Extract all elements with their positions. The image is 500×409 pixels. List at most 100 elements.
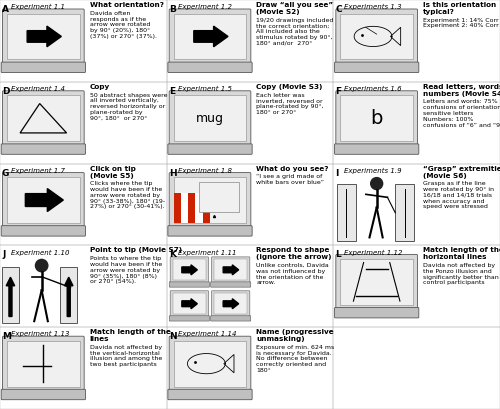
Text: N: N (168, 332, 176, 341)
Bar (174, 341, 246, 387)
FancyArrow shape (182, 299, 198, 309)
FancyBboxPatch shape (1, 226, 86, 236)
Bar (174, 13, 246, 59)
Bar (340, 259, 413, 305)
FancyArrow shape (223, 299, 238, 309)
Bar (199, 182, 239, 211)
FancyBboxPatch shape (1, 62, 86, 72)
Bar (196, 193, 202, 223)
FancyBboxPatch shape (336, 9, 417, 64)
Text: A: A (2, 5, 9, 14)
Text: Click on tip
(Movie S5): Click on tip (Movie S5) (90, 166, 136, 179)
Text: Is this orientation
typical?: Is this orientation typical? (423, 2, 496, 15)
Bar (166, 82, 334, 164)
Text: Match length of the
horizontal lines: Match length of the horizontal lines (423, 247, 500, 261)
Bar (337, 184, 355, 241)
Text: Experiments 1.9: Experiments 1.9 (344, 168, 402, 174)
Text: Match length of the
lines: Match length of the lines (90, 329, 170, 342)
Text: Davida not affected by
the vertical-horizontal
illusion and among the
two best p: Davida not affected by the vertical-hori… (90, 345, 162, 367)
Bar (7, 13, 80, 59)
Bar (0, 82, 166, 164)
Text: Experiment 1.14: Experiment 1.14 (178, 331, 236, 337)
FancyBboxPatch shape (2, 91, 84, 146)
FancyBboxPatch shape (334, 308, 419, 318)
Bar (0, 327, 166, 409)
Text: H: H (168, 169, 176, 178)
FancyBboxPatch shape (212, 257, 250, 283)
Text: 50 abstract shapes were
all inverted vertically,
reversed horizontally or
plane-: 50 abstract shapes were all inverted ver… (90, 92, 167, 121)
Bar (0, 245, 166, 327)
Text: Exposure of min. 624 ms
is necessary for Davida.
No difference between
correctly: Exposure of min. 624 ms is necessary for… (256, 345, 334, 373)
FancyBboxPatch shape (336, 91, 417, 146)
Text: Each letter was
inverted, reversed or
plane-rotated by 90°,
180° or 270°: Each letter was inverted, reversed or pl… (256, 92, 324, 115)
FancyBboxPatch shape (168, 226, 252, 236)
Bar (0, 164, 166, 245)
Bar (334, 82, 500, 164)
Text: Experiments 1.6: Experiments 1.6 (344, 86, 402, 92)
FancyBboxPatch shape (170, 282, 209, 287)
Text: Unlike controls, Davida
was not influenced by
the orientation of the
arrow.: Unlike controls, Davida was not influenc… (256, 263, 329, 285)
Bar (172, 259, 206, 280)
Bar (166, 245, 334, 327)
Text: Copy: Copy (90, 84, 110, 90)
FancyBboxPatch shape (334, 62, 419, 72)
FancyBboxPatch shape (210, 316, 250, 321)
Bar (166, 0, 334, 82)
Bar (181, 193, 188, 223)
FancyBboxPatch shape (336, 254, 417, 309)
FancyArrow shape (6, 277, 14, 317)
FancyArrow shape (223, 265, 238, 275)
Text: K: K (168, 250, 175, 259)
Bar (7, 177, 80, 223)
Text: G: G (2, 169, 10, 178)
Text: Letters and words: 75%
confusions of orientation-
sensitive letters
Numbers: 100: Letters and words: 75% confusions of ori… (423, 99, 500, 128)
Bar (340, 13, 413, 59)
Text: Experiment 1.12: Experiment 1.12 (344, 249, 403, 256)
Text: Draw “all you see”
(Movie S2): Draw “all you see” (Movie S2) (256, 2, 334, 15)
Bar (334, 0, 500, 82)
Text: Experiment 1: 14% Corr
Experiment 2: 40% Corr: Experiment 1: 14% Corr Experiment 2: 40%… (423, 18, 499, 28)
Bar (174, 177, 246, 223)
Text: Read letters, words &
numbers (Movie S4): Read letters, words & numbers (Movie S4) (423, 84, 500, 97)
Text: F: F (336, 87, 342, 96)
FancyBboxPatch shape (170, 291, 208, 317)
FancyBboxPatch shape (212, 291, 250, 317)
Text: Experiment 1.11: Experiment 1.11 (178, 249, 236, 256)
Bar (214, 259, 248, 280)
FancyBboxPatch shape (2, 173, 84, 227)
Text: I: I (336, 169, 338, 178)
Text: Grasps as if the line
were rotated by 90° in
16/18 and 14/18 trials
when accurac: Grasps as if the line were rotated by 90… (423, 181, 494, 209)
Text: Points to where the tip
would have been if the
arrow were rotated by
90° (35%), : Points to where the tip would have been … (90, 256, 162, 284)
FancyBboxPatch shape (2, 336, 84, 391)
Text: Experiment 1.7: Experiment 1.7 (11, 168, 65, 174)
Text: Copy (Movie S3): Copy (Movie S3) (256, 84, 322, 90)
Text: Experiment 1.10: Experiment 1.10 (11, 249, 70, 256)
Text: J: J (2, 250, 6, 259)
FancyBboxPatch shape (210, 282, 250, 287)
Text: B: B (168, 5, 175, 14)
Bar (166, 327, 334, 409)
Text: “Grasp” extremities
(Movie S6): “Grasp” extremities (Movie S6) (423, 166, 500, 179)
Bar (0, 0, 166, 82)
Text: Experiment 1.5: Experiment 1.5 (178, 86, 232, 92)
Bar (202, 193, 210, 223)
Text: Point to tip (Movie S7): Point to tip (Movie S7) (90, 247, 182, 254)
FancyBboxPatch shape (170, 257, 208, 283)
Circle shape (36, 259, 48, 272)
Text: Respond to shape
(ignore the arrow): Respond to shape (ignore the arrow) (256, 247, 332, 261)
FancyBboxPatch shape (1, 144, 86, 154)
Text: mug: mug (196, 112, 224, 125)
Bar (174, 95, 246, 141)
FancyArrow shape (194, 26, 228, 47)
Text: D: D (2, 87, 10, 96)
Text: Experiment 1.4: Experiment 1.4 (11, 86, 65, 92)
Text: Davida not affected by
the Ponzo illusion and
significantly better than
control : Davida not affected by the Ponzo illusio… (423, 263, 499, 285)
Bar (172, 293, 206, 314)
Text: Davida often
responds as if the
arrow were rotated
by 90° (20%), 180°
(37%) or 2: Davida often responds as if the arrow we… (90, 11, 156, 39)
Text: Experiment 1.1: Experiment 1.1 (11, 4, 65, 10)
Text: C: C (336, 5, 342, 14)
Bar (7, 341, 80, 387)
FancyBboxPatch shape (168, 389, 252, 400)
FancyArrow shape (182, 265, 198, 275)
Text: Experiment 1.13: Experiment 1.13 (11, 331, 70, 337)
